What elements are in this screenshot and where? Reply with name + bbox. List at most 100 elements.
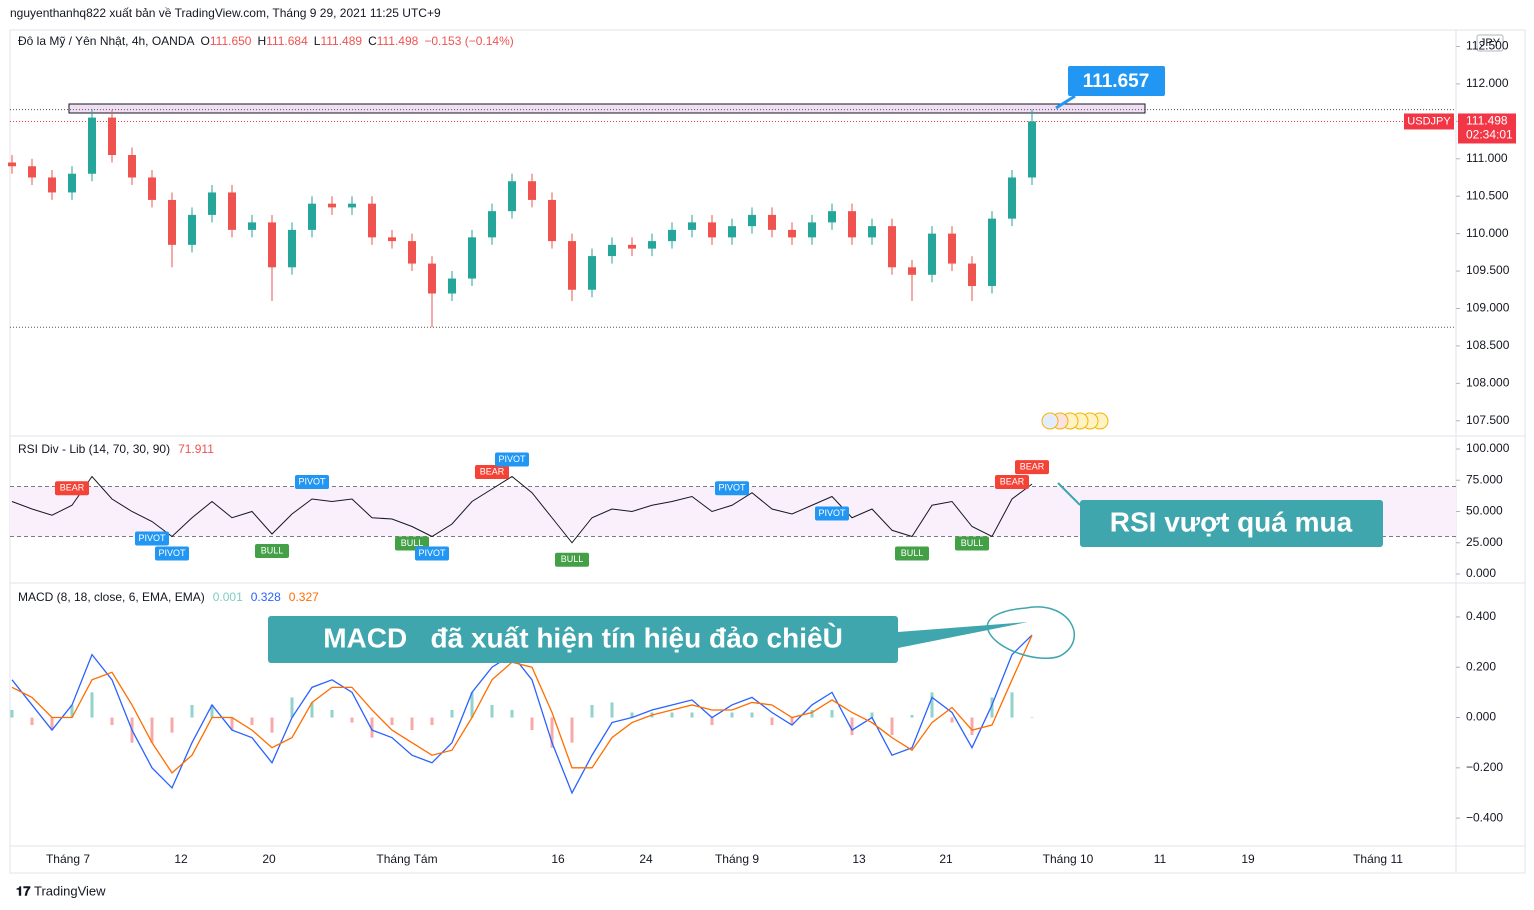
publisher: nguyenthanhq822 xuất bản về TradingView.… xyxy=(10,6,441,20)
signal-badge xyxy=(715,481,749,496)
histogram-value: 0.001 xyxy=(213,590,243,604)
pane-legend: RSI Div - Lib (14, 70, 30, 90) 71.911 xyxy=(18,442,214,456)
y-tick-label: 110.500 xyxy=(1466,188,1509,202)
x-tick-label: Tháng 7 xyxy=(46,852,90,866)
candle-body xyxy=(268,222,276,268)
annotation-arrow xyxy=(1057,482,1081,506)
histogram-bar xyxy=(770,717,774,726)
callout-box xyxy=(1068,66,1165,96)
histogram-bar xyxy=(730,712,734,718)
signal-label: PIVOT xyxy=(818,508,846,518)
candle-body xyxy=(228,192,236,230)
rsi-line xyxy=(11,475,1033,544)
pane-title: MACD (8, 18, close, 6, EMA, EMA) xyxy=(18,590,205,604)
symbol-legend: Đô la Mỹ / Yên Nhật, 4h, OANDA O111.650 H1… xyxy=(18,34,514,48)
y-tick-label: 75.000 xyxy=(1466,472,1503,486)
x-tick-label: Tháng 10 xyxy=(1043,852,1094,866)
signal-label: BEAR xyxy=(60,483,85,493)
x-tick-label: Tháng 9 xyxy=(715,852,759,866)
candle-body xyxy=(328,203,336,208)
signal-badge xyxy=(135,531,169,546)
histogram-bar xyxy=(690,712,694,718)
callout-arrow xyxy=(1055,94,1076,110)
histogram-bar xyxy=(470,692,474,718)
y-tick-label: −0.400 xyxy=(1466,810,1503,824)
histogram-bar xyxy=(390,717,394,726)
histogram-bar xyxy=(50,717,54,731)
candle-body xyxy=(868,226,876,238)
y-tick-label: 111.000 xyxy=(1466,151,1508,165)
annotation-arrow xyxy=(898,622,1028,648)
y-tick-label: −0.200 xyxy=(1466,760,1503,774)
histogram-bar xyxy=(110,717,114,726)
signal-label: BULL xyxy=(261,545,284,555)
histogram-bar xyxy=(1010,692,1014,718)
candle-body xyxy=(388,237,396,242)
signal-badge xyxy=(295,475,329,489)
candle-body xyxy=(788,229,796,238)
y-tick-label: 109.000 xyxy=(1466,301,1510,315)
candle-body xyxy=(468,237,476,279)
histogram-bar xyxy=(370,717,374,738)
x-tick-label: 12 xyxy=(174,852,188,866)
signal-label: PIVOT xyxy=(498,454,526,464)
histogram-bar xyxy=(30,717,34,726)
histogram-bar xyxy=(330,709,334,718)
y-tick-label: 50.000 xyxy=(1466,504,1503,518)
signal-label: BULL xyxy=(961,538,984,548)
signal-badge xyxy=(995,475,1029,489)
histogram-bar xyxy=(850,717,854,736)
candle-body xyxy=(928,233,936,275)
candle-body xyxy=(148,177,156,200)
histogram-bar xyxy=(270,717,274,733)
y-tick-label: 112.500 xyxy=(1466,39,1509,53)
candle-body xyxy=(768,214,776,230)
signal-badge xyxy=(475,465,509,479)
candle-body xyxy=(908,267,916,275)
last-price-text: 111.498 xyxy=(1466,114,1508,128)
candle-body xyxy=(548,199,556,242)
candle-body xyxy=(408,241,416,264)
ohlc-label: O xyxy=(201,34,210,48)
candle-body xyxy=(8,162,16,167)
y-tick-label: 0.400 xyxy=(1466,609,1496,623)
event-icons xyxy=(1041,412,1109,430)
annotation-text: MACD đã xuất hiện tín hiệu đảo chiêÙ xyxy=(323,622,843,653)
y-tick-label: 108.000 xyxy=(1466,376,1510,390)
signal-line xyxy=(11,635,1033,774)
y-tick-label: 108.500 xyxy=(1466,338,1510,352)
signal-value: 0.327 xyxy=(289,590,319,604)
y-tick-label: 107.500 xyxy=(1466,413,1510,427)
change: −0.153 (−0.14%) xyxy=(424,34,513,48)
histogram-bar xyxy=(250,717,254,726)
histogram-bar xyxy=(890,717,894,736)
footer: TradingView xyxy=(34,883,106,898)
frame xyxy=(9,29,1526,874)
annotation-box xyxy=(268,616,898,663)
histogram-bar xyxy=(970,717,974,736)
x-tick-label: 11 xyxy=(1154,852,1167,866)
candle-body xyxy=(288,229,296,268)
ohlc-value: 111.684 xyxy=(266,34,308,48)
candle-body xyxy=(528,181,536,200)
candle-body xyxy=(168,199,176,245)
signal-label: BULL xyxy=(901,548,924,558)
candle-body xyxy=(448,278,456,294)
candle-body xyxy=(608,244,616,257)
footer-logo: 𝟏𝟕 xyxy=(16,883,31,898)
candle-body xyxy=(648,241,656,249)
histogram-bar xyxy=(230,717,234,731)
ohlc-label: C xyxy=(368,34,377,48)
signal-label: PIVOT xyxy=(418,548,446,558)
signal-label: BULL xyxy=(561,554,584,564)
signal-label: PIVOT xyxy=(138,533,166,543)
pane-title: RSI Div - Lib (14, 70, 30, 90) xyxy=(18,442,170,456)
candle-body xyxy=(708,222,716,238)
y-tick-label: 109.500 xyxy=(1466,263,1510,277)
signal-badge xyxy=(1015,460,1049,475)
candle-body xyxy=(668,229,676,242)
annotation-box xyxy=(1080,500,1383,547)
candle-body xyxy=(68,173,76,193)
candle-body xyxy=(348,203,356,208)
